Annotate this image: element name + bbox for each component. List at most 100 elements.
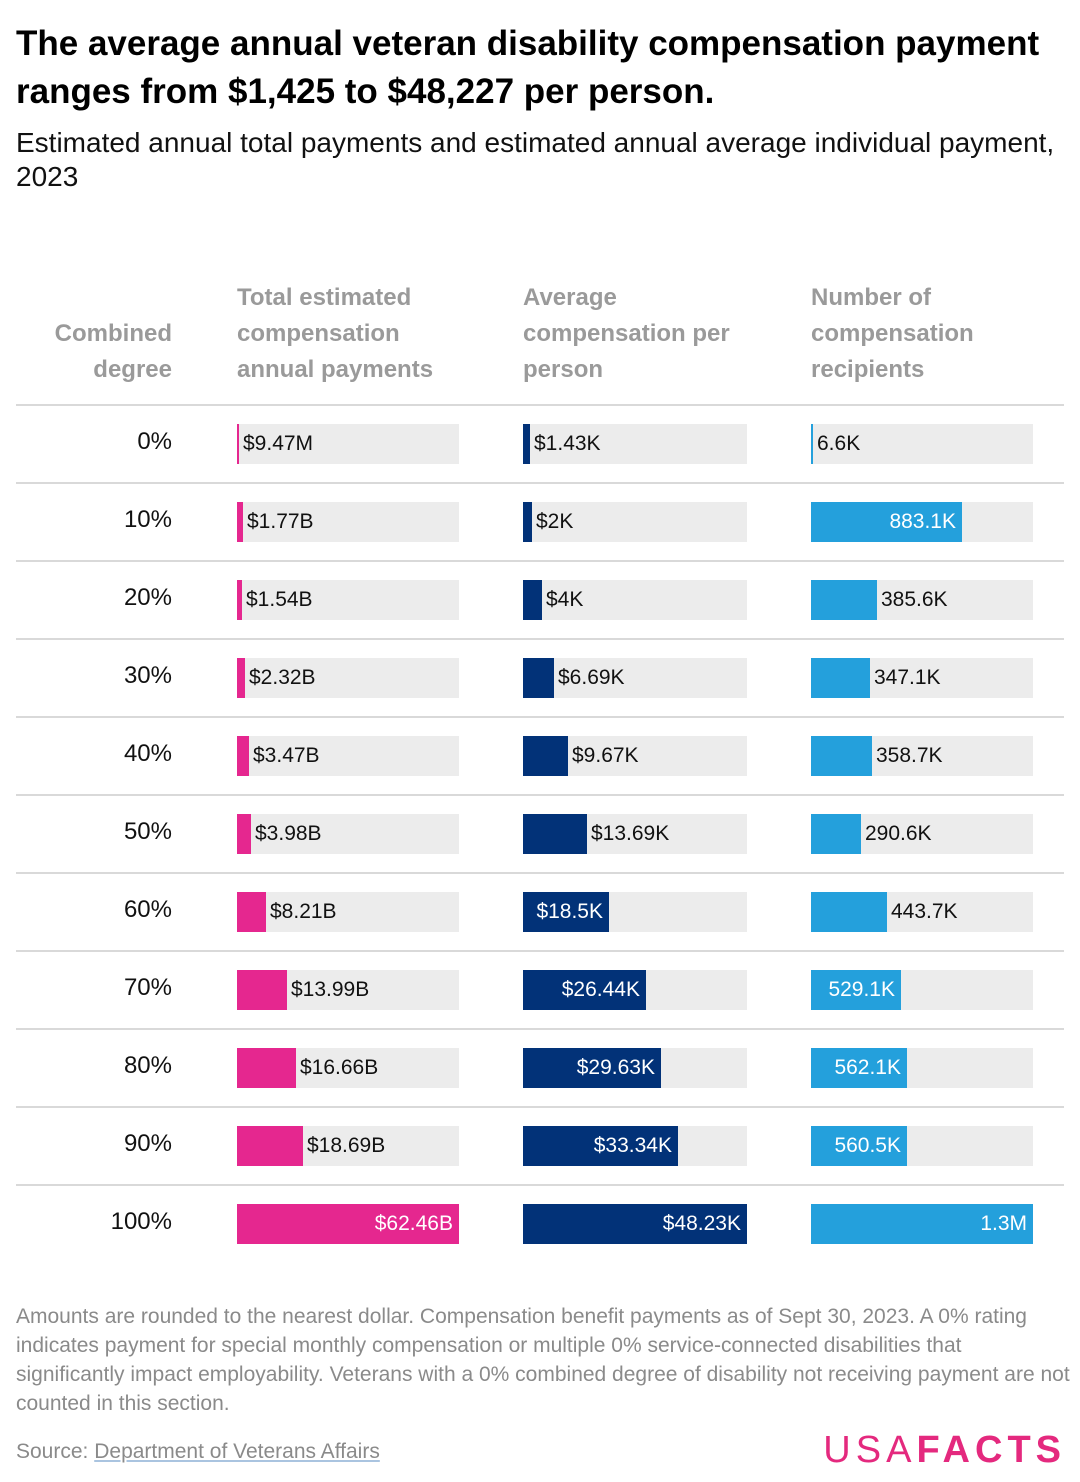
total-cell: $3.98B <box>237 814 459 854</box>
count-value-label: 443.7K <box>891 900 958 923</box>
avg-cell: $48.23K <box>523 1204 747 1244</box>
count-cell: 6.6K <box>811 424 1033 464</box>
count-value-label: 562.1K <box>834 1056 901 1079</box>
avg-bar <box>523 580 542 620</box>
total-value-label: $13.99B <box>291 978 370 1001</box>
total-bar <box>237 424 239 464</box>
total-bar-track <box>237 736 459 776</box>
avg-bar-track <box>523 580 747 620</box>
avg-bar <box>523 424 530 464</box>
row-divider <box>16 950 1064 952</box>
column-header-degree: Combined degree <box>54 320 172 383</box>
count-bar <box>811 1048 907 1088</box>
total-value-label: $3.47B <box>253 744 320 767</box>
avg-bar-track <box>523 658 747 698</box>
count-cell: 347.1K <box>811 658 1033 698</box>
usafacts-logo: USAFACTS <box>823 1428 1066 1472</box>
table-row: 30% $2.32B $6.69K 347.1K <box>0 638 1080 716</box>
avg-value-label: $9.67K <box>572 744 639 767</box>
avg-value-label: $6.69K <box>558 666 625 689</box>
avg-cell: $29.63K <box>523 1048 747 1088</box>
avg-cell: $9.67K <box>523 736 747 776</box>
source-link[interactable]: Department of Veterans Affairs <box>94 1440 380 1463</box>
count-cell: 529.1K <box>811 970 1033 1010</box>
chart-subtitle: Estimated annual total payments and esti… <box>16 127 1055 192</box>
avg-cell: $2K <box>523 502 747 542</box>
degree-label: 20% <box>123 584 172 611</box>
count-bar <box>811 970 901 1010</box>
degree-label: 30% <box>123 662 172 689</box>
degree-label: 80% <box>123 1052 172 1079</box>
row-divider <box>16 1028 1064 1030</box>
total-bar <box>237 1126 303 1166</box>
total-bar <box>237 814 251 854</box>
count-cell: 290.6K <box>811 814 1033 854</box>
count-bar <box>811 736 872 776</box>
logo-facts-text: FACTS <box>916 1429 1066 1471</box>
row-divider <box>16 482 1064 484</box>
row-divider <box>16 872 1064 874</box>
count-value-label: 358.7K <box>876 744 943 767</box>
count-cell: 1.3M <box>811 1204 1033 1244</box>
column-header-total-payments: Total estimated compensation annual paym… <box>237 284 434 383</box>
avg-cell: $6.69K <box>523 658 747 698</box>
count-cell: 385.6K <box>811 580 1033 620</box>
avg-cell: $18.5K <box>523 892 747 932</box>
total-value-label: $1.54B <box>246 588 313 611</box>
row-divider <box>16 404 1064 406</box>
avg-value-label: $48.23K <box>662 1212 741 1235</box>
table-row: 90% $18.69B $33.34K 560.5K <box>0 1106 1080 1184</box>
total-value-label: $8.21B <box>270 900 337 923</box>
count-value-label: 560.5K <box>834 1134 901 1157</box>
avg-bar <box>523 502 532 542</box>
row-divider <box>16 1106 1064 1108</box>
count-value-label: 290.6K <box>865 822 932 845</box>
source-prefix: Source: <box>16 1440 95 1463</box>
count-bar-track <box>811 424 1033 464</box>
total-bar <box>237 736 249 776</box>
avg-bar <box>523 1204 747 1244</box>
degree-label: 0% <box>137 428 172 455</box>
total-value-label: $16.66B <box>300 1056 379 1079</box>
avg-cell: $13.69K <box>523 814 747 854</box>
table-row: 20% $1.54B $4K 385.6K <box>0 560 1080 638</box>
total-cell: $2.32B <box>237 658 459 698</box>
total-bar <box>237 1048 296 1088</box>
table-row: 70% $13.99B $26.44K 529.1K <box>0 950 1080 1028</box>
row-divider <box>16 716 1064 718</box>
avg-value-label: $4K <box>546 588 584 611</box>
total-cell: $1.54B <box>237 580 459 620</box>
avg-value-label: $18.5K <box>536 900 603 923</box>
avg-bar <box>523 970 646 1010</box>
total-bar-track <box>237 424 459 464</box>
total-bar-track <box>237 580 459 620</box>
avg-value-label: $26.44K <box>561 978 640 1001</box>
avg-bar-track <box>523 424 747 464</box>
footnote: Amounts are rounded to the nearest dolla… <box>16 1305 1070 1415</box>
row-divider <box>16 560 1064 562</box>
count-bar <box>811 1126 907 1166</box>
table-row: 0% $9.47M $1.43K 6.6K <box>0 404 1080 482</box>
table-row: 40% $3.47B $9.67K 358.7K <box>0 716 1080 794</box>
total-cell: $1.77B <box>237 502 459 542</box>
degree-label: 70% <box>123 974 172 1001</box>
count-bar <box>811 814 861 854</box>
source-line: Source: Department of Veterans Affairs <box>16 1437 380 1467</box>
total-value-label: $2.32B <box>249 666 316 689</box>
avg-bar <box>523 1126 678 1166</box>
total-cell: $16.66B <box>237 1048 459 1088</box>
avg-bar-track <box>523 502 747 542</box>
degree-label: 100% <box>110 1208 172 1235</box>
chart-title: The average annual veteran disability co… <box>16 24 1040 111</box>
total-value-label: $62.46B <box>374 1212 453 1235</box>
count-value-label: 6.6K <box>817 432 861 455</box>
total-cell: $62.46B <box>237 1204 459 1244</box>
column-header-average-compensation: Average compensation per person <box>523 284 730 383</box>
total-bar <box>237 970 287 1010</box>
avg-value-label: $29.63K <box>576 1056 655 1079</box>
avg-value-label: $13.69K <box>591 822 670 845</box>
count-bar <box>811 580 877 620</box>
total-bar-track <box>237 892 459 932</box>
count-value-label: 529.1K <box>828 978 895 1001</box>
count-value-label: 385.6K <box>881 588 948 611</box>
